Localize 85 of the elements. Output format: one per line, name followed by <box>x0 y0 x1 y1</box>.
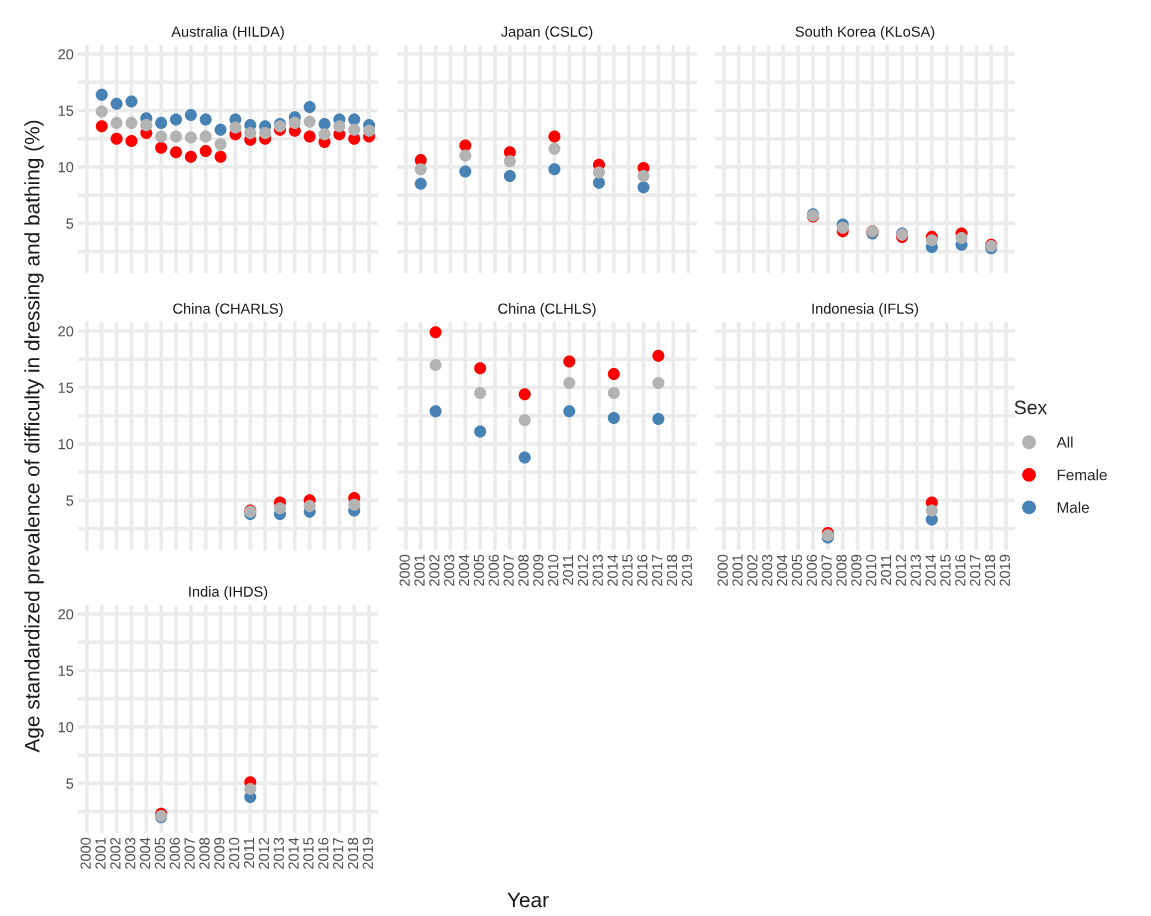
legend-label: All <box>1056 436 1073 448</box>
x-tick-label: 2019 <box>999 554 1010 586</box>
x-tick-label: 2006 <box>488 554 499 586</box>
y-tick-label: 10 <box>58 722 74 733</box>
x-tick-label: 2018 <box>666 554 678 586</box>
x-tick-label: 2009 <box>533 554 544 586</box>
x-tick-label: 2015 <box>622 554 633 586</box>
y-tick-label: 10 <box>58 439 74 450</box>
x-tick-label: 2008 <box>836 554 847 586</box>
x-tick-label: 2013 <box>273 837 284 869</box>
y-tick-label: 20 <box>58 609 74 620</box>
x-tick-label: 2008 <box>518 554 529 586</box>
x-tick-label: 2011 <box>562 554 574 585</box>
y-tick-label: 15 <box>58 382 74 393</box>
y-tick-label: 20 <box>58 326 74 337</box>
x-tick-label: 2004 <box>139 837 151 869</box>
x-tick-label: 2008 <box>199 837 210 869</box>
x-tick-label: 2014 <box>288 837 299 869</box>
x-tick-label: 2006 <box>806 554 817 586</box>
x-tick-label: 2015 <box>940 554 951 586</box>
x-tick-label: 2015 <box>303 837 314 869</box>
x-tick-label: 2002 <box>747 554 758 586</box>
x-tick-label: 2001 <box>414 554 425 586</box>
y-tick-label: 5 <box>66 778 74 789</box>
x-tick-label: 2000 <box>717 554 728 586</box>
y-tick-label: 5 <box>66 495 74 506</box>
y-tick-label: 15 <box>58 105 74 116</box>
chart-title: Indonesia (IFLS) <box>812 303 918 317</box>
x-tick-label: 2016 <box>637 554 648 586</box>
x-tick-label: 2019 <box>362 837 373 869</box>
chart-title: South Korea (KLoSA) <box>795 26 935 40</box>
x-tick-label: 2005 <box>791 554 803 586</box>
x-tick-label: 2013 <box>910 554 921 586</box>
chart-title: Japan (CSLC) <box>501 26 593 40</box>
x-tick-label: 2004 <box>776 554 788 586</box>
x-tick-label: 2010 <box>866 554 877 586</box>
x-tick-label: 2017 <box>969 554 981 586</box>
y-tick-label: 5 <box>66 218 74 229</box>
x-tick-label: 2018 <box>984 554 996 586</box>
y-tick-label: 20 <box>58 49 74 60</box>
x-tick-label: 2012 <box>258 837 270 869</box>
x-tick-label: 2006 <box>169 837 180 869</box>
chart-title: Australia (HILDA) <box>171 26 284 40</box>
x-tick-label: 2014 <box>607 554 618 586</box>
x-tick-label: 2012 <box>577 554 589 586</box>
x-tick-label: 2007 <box>184 837 195 869</box>
x-tick-label: 2001 <box>732 554 743 586</box>
x-tick-label: 2011 <box>243 837 255 868</box>
x-tick-label: 2013 <box>592 554 603 586</box>
x-tick-label: 2010 <box>229 837 240 869</box>
x-tick-label: 2005 <box>154 837 166 869</box>
x-tick-label: 2000 <box>80 837 91 869</box>
x-tick-label: 2004 <box>458 554 470 586</box>
x-tick-label: 2018 <box>347 837 359 869</box>
x-tick-label: 2009 <box>214 837 225 869</box>
x-tick-label: 2019 <box>681 554 692 586</box>
y-tick-label: 10 <box>58 162 74 173</box>
x-tick-label: 2002 <box>110 837 121 869</box>
x-tick-label: 2001 <box>95 837 106 869</box>
y-axis-title: Age standardized prevalence of difficulty in dressing and bathing (%) <box>24 120 44 753</box>
chart-title: China (CLHLS) <box>498 303 596 317</box>
legend-label: Female <box>1057 469 1107 481</box>
x-tick-label: 2016 <box>955 554 966 586</box>
chart-title: China (CHARLS) <box>173 303 283 317</box>
x-tick-label: 2011 <box>880 554 892 585</box>
x-tick-label: 2009 <box>851 554 862 586</box>
x-tick-label: 2007 <box>821 554 832 586</box>
x-tick-label: 2003 <box>125 837 136 869</box>
x-tick-label: 2017 <box>651 554 663 586</box>
x-tick-label: 2017 <box>332 837 344 869</box>
x-tick-label: 2003 <box>762 554 773 586</box>
x-axis-title: Year <box>507 892 549 908</box>
legend-title: Sex <box>1014 400 1048 415</box>
x-tick-label: 2010 <box>548 554 559 586</box>
legend-label: Male <box>1057 501 1089 513</box>
x-tick-label: 2016 <box>318 837 329 869</box>
chart-title: India (IHDS) <box>189 586 268 600</box>
x-tick-label: 2012 <box>895 554 907 586</box>
x-tick-label: 2007 <box>503 554 514 586</box>
x-tick-label: 2000 <box>399 554 410 586</box>
x-tick-label: 2002 <box>429 554 440 586</box>
x-tick-label: 2005 <box>473 554 485 586</box>
y-tick-label: 15 <box>58 665 74 676</box>
x-tick-label: 2014 <box>925 554 936 586</box>
x-tick-label: 2003 <box>444 554 455 586</box>
